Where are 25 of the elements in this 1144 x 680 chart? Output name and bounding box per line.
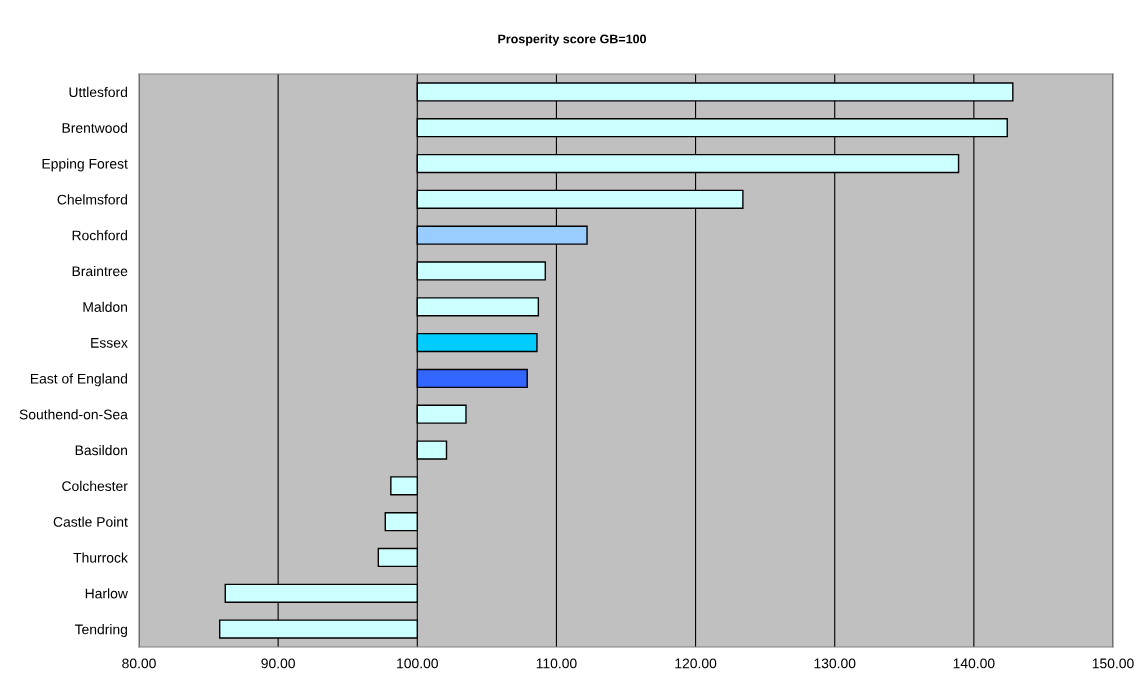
x-tick-label: 130.00 — [814, 658, 856, 669]
y-tick-label: Tendring — [74, 624, 127, 638]
chart-title: Prosperity score GB=100 — [498, 34, 647, 46]
x-tick-label: 80.00 — [122, 658, 156, 669]
x-tick-label: 140.00 — [953, 658, 995, 669]
x-tick-label: 150.00 — [1092, 658, 1134, 669]
x-tick-label: 100.00 — [397, 658, 438, 669]
x-tick-label: 120.00 — [675, 658, 717, 669]
y-tick-label: Castle Point — [53, 516, 128, 527]
y-tick-label: Basildon — [75, 445, 127, 456]
y-tick-label: Thurrock — [73, 552, 128, 563]
y-tick-label: Chelmsford — [57, 194, 127, 205]
y-tick-label: Colchester — [62, 480, 128, 492]
y-tick-label: Rochford — [72, 230, 127, 241]
y-tick-label: Maldon — [83, 301, 127, 312]
y-tick-label: Harlow — [85, 588, 128, 599]
y-tick-label: Braintree — [72, 265, 128, 277]
y-tick-label: Uttlesford — [69, 86, 127, 98]
y-tick-label: Essex — [91, 338, 128, 348]
y-tick-label: East of England — [30, 373, 127, 387]
y-tick-label: Southend-on-Sea — [19, 409, 128, 420]
x-tick-label: 110.00 — [536, 658, 577, 669]
y-tick-label: Epping Forest — [42, 158, 128, 172]
x-tick-label: 90.00 — [261, 658, 295, 669]
y-tick-label: Brentwood — [62, 122, 127, 133]
